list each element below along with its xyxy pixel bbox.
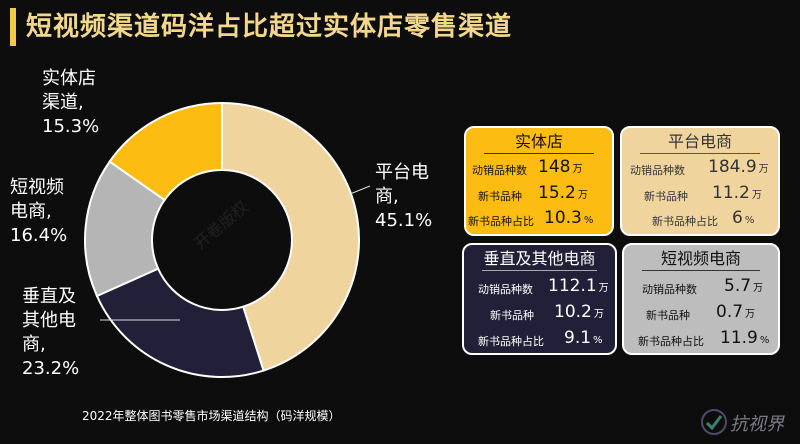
row-value: 5.7 万 <box>724 276 764 296</box>
card-platform-ecommerce: 平台电商 动销品种数 184.9 万 新书品种 11.2 万 新书品种占比 6% <box>620 126 780 236</box>
row-value: 112.1 万 <box>548 276 609 296</box>
card-row: 新书品种 10.2 万 <box>464 300 615 326</box>
row-value: 0.7 万 <box>716 302 756 322</box>
watermark-text: 开卷版权 <box>190 197 251 253</box>
row-value: 11.9% <box>720 328 770 348</box>
row-label: 动销品种数 <box>472 164 527 177</box>
card-row: 新书品种占比 11.9% <box>624 326 778 352</box>
row-label: 新书品种 <box>644 190 688 203</box>
slice-label: 短视频电商, 16.4% <box>10 177 67 246</box>
card-row: 新书品种占比 6% <box>622 206 778 232</box>
card-title: 平台电商 <box>640 131 760 154</box>
row-value: 6% <box>732 208 755 228</box>
donut-slice-1 <box>95 267 265 378</box>
row-label: 动销品种数 <box>642 283 697 296</box>
row-value: 9.1% <box>564 328 603 348</box>
card-row: 动销品种数 184.9 万 <box>622 155 778 181</box>
slice-label: 实体店渠道, 15.3% <box>42 68 99 137</box>
page-title: 短视频渠道码洋占比超过实体店零售渠道 <box>26 12 513 42</box>
donut-slice-3 <box>108 101 223 202</box>
card-physical-store: 实体店 动销品种数 148 万 新书品种 15.2 万 新书品种占比 10.3% <box>464 126 614 236</box>
donut-slice-0 <box>221 101 360 372</box>
row-value: 11.2 万 <box>712 183 762 203</box>
card-title: 垂直及其他电商 <box>482 248 597 271</box>
card-row: 动销品种数 112.1 万 <box>464 274 615 300</box>
row-value: 10.2 万 <box>554 302 604 322</box>
slice-label: 垂直及其他电商, 23.2% <box>22 286 79 379</box>
card-row: 新书品种 11.2 万 <box>622 181 778 207</box>
chart-caption: 2022年整体图书零售市场渠道结构（码洋规模） <box>82 409 341 423</box>
row-value: 15.2 万 <box>538 183 588 203</box>
card-vertical-ecommerce: 垂直及其他电商 动销品种数 112.1 万 新书品种 10.2 万 新书品种占比 9… <box>462 243 617 355</box>
card-title: 短视频电商 <box>642 248 760 271</box>
watermark-logo-text: 抗视界 <box>730 414 784 435</box>
row-label: 新书品种 <box>646 309 690 322</box>
row-label: 新书品种占比 <box>468 215 534 228</box>
row-label: 新书品种占比 <box>638 335 704 348</box>
card-row: 新书品种 15.2 万 <box>466 181 612 207</box>
card-row: 动销品种数 148 万 <box>466 155 612 181</box>
row-label: 新书品种 <box>478 190 522 203</box>
title-accent-bar <box>10 8 16 46</box>
row-value: 10.3% <box>544 208 594 228</box>
row-label: 新书品种占比 <box>652 215 718 228</box>
row-label: 动销品种数 <box>478 283 533 296</box>
watermark-logo-icon <box>701 409 727 435</box>
row-value: 184.9 万 <box>708 157 769 177</box>
row-label: 新书品种 <box>490 309 534 322</box>
card-row: 动销品种数 5.7 万 <box>624 274 778 300</box>
card-row: 新书品种 0.7 万 <box>624 300 778 326</box>
leader-line <box>344 185 371 197</box>
card-row: 新书品种占比 9.1% <box>464 326 615 352</box>
row-value: 148 万 <box>538 157 583 177</box>
card-title: 实体店 <box>484 131 594 154</box>
row-label: 新书品种占比 <box>478 335 544 348</box>
card-short-video-ecommerce: 短视频电商 动销品种数 5.7 万 新书品种 0.7 万 新书品种占比 11.9% <box>622 243 780 355</box>
row-label: 动销品种数 <box>630 164 685 177</box>
card-row: 新书品种占比 10.3% <box>466 206 612 232</box>
slice-label: 平台电商, 45.1% <box>375 162 432 231</box>
